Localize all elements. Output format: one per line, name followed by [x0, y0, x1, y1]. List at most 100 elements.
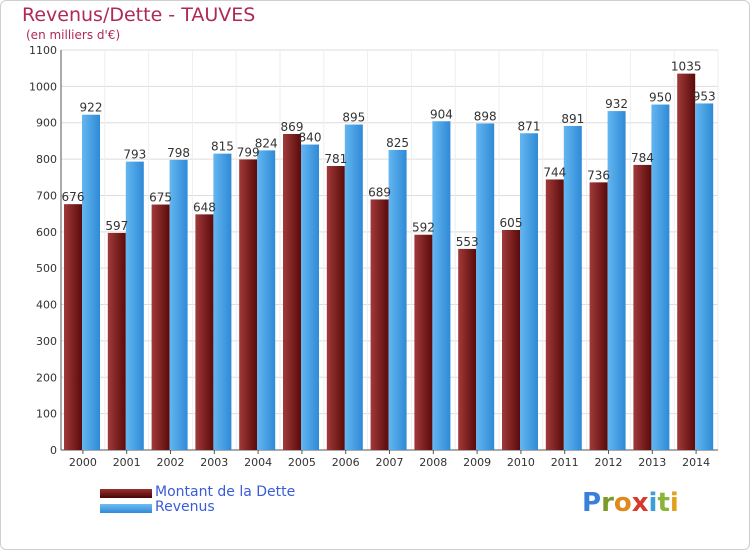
bar-dette [545, 179, 564, 451]
x-tick-label: 2000 [69, 456, 97, 469]
bar-dette [458, 248, 477, 450]
bar-revenus [257, 150, 276, 450]
data-label-revenus: 953 [693, 89, 716, 103]
proxiti-logo: Proxiti [582, 488, 679, 518]
bar-revenus [695, 103, 714, 451]
bar-dette [370, 199, 389, 450]
data-label-revenus: 891 [561, 112, 584, 126]
y-tick-label: 200 [36, 371, 57, 384]
y-tick-label: 400 [36, 299, 57, 312]
y-tick-label: 600 [36, 226, 57, 239]
data-label-revenus: 932 [605, 97, 628, 111]
x-tick-label: 2011 [551, 456, 579, 469]
data-label-dette: 597 [105, 219, 128, 233]
x-tick-label: 2009 [463, 456, 491, 469]
bar-dette [677, 73, 696, 451]
data-label-dette: 592 [412, 221, 435, 235]
legend-label-revenus: Revenus [155, 499, 215, 515]
x-tick-label: 2001 [113, 456, 141, 469]
logo-letter: t [657, 488, 670, 518]
x-tick-label: 2014 [682, 456, 710, 469]
bar-revenus [563, 126, 582, 450]
x-tick-label: 2013 [638, 456, 666, 469]
x-tick-label: 2006 [332, 456, 360, 469]
bar-revenus [388, 150, 407, 450]
x-tick-label: 2007 [376, 456, 404, 469]
y-tick-label: 1100 [29, 44, 57, 57]
data-label-dette: 869 [281, 120, 304, 134]
bar-dette [414, 234, 433, 450]
x-tick-label: 2012 [595, 456, 623, 469]
data-label-dette: 736 [587, 168, 610, 182]
data-label-revenus: 793 [123, 148, 146, 162]
bar-dette [283, 134, 301, 450]
data-label-revenus: 871 [518, 119, 541, 133]
y-tick-label: 700 [36, 189, 57, 202]
logo-letter: i [648, 488, 658, 518]
legend-label-dette: Montant de la Dette [155, 484, 296, 500]
data-label-dette: 605 [500, 216, 523, 230]
chart-subtitle: (en milliers d'€) [26, 28, 121, 42]
bar-dette [195, 214, 214, 450]
y-tick-label: 500 [36, 262, 57, 275]
bar-revenus [301, 144, 319, 450]
data-label-revenus: 824 [255, 136, 278, 150]
data-label-dette: 799 [237, 145, 260, 159]
logo-letter: P [582, 488, 602, 518]
x-tick-label: 2004 [244, 456, 272, 469]
data-label-revenus: 840 [299, 131, 322, 145]
bar-dette [589, 182, 608, 450]
x-tick-label: 2010 [507, 456, 535, 469]
data-label-dette: 675 [149, 191, 172, 205]
data-label-revenus: 798 [167, 146, 190, 160]
bar-revenus [651, 104, 670, 450]
bar-dette [107, 232, 126, 450]
y-tick-label: 1000 [29, 80, 57, 93]
bar-dette [326, 166, 345, 450]
bar-dette [64, 204, 82, 450]
bar-dette [151, 204, 170, 450]
legend-swatch-revenus [100, 504, 152, 513]
y-tick-label: 800 [36, 153, 57, 166]
data-label-revenus: 825 [386, 136, 409, 150]
data-label-revenus: 922 [80, 101, 103, 115]
x-tick-label: 2008 [419, 456, 447, 469]
bar-dette [239, 159, 258, 451]
data-label-dette: 553 [456, 235, 479, 249]
data-label-revenus: 895 [342, 111, 365, 125]
chart-title: Revenus/Dette - TAUVES [22, 4, 256, 26]
bar-revenus [344, 124, 363, 450]
x-tick-label: 2005 [288, 456, 316, 469]
data-label-revenus: 950 [649, 91, 672, 105]
bar-dette [502, 230, 520, 450]
data-label-dette: 784 [631, 151, 654, 165]
data-label-dette: 1035 [671, 60, 702, 74]
data-label-revenus: 898 [474, 109, 497, 123]
bar-revenus [82, 114, 100, 451]
y-tick-label: 100 [36, 408, 57, 421]
data-label-dette: 676 [62, 190, 85, 204]
bar-revenus [520, 133, 538, 451]
legend-swatch-dette [100, 489, 152, 498]
data-label-dette: 781 [324, 152, 347, 166]
y-tick-label: 0 [50, 444, 57, 457]
bar-revenus [213, 153, 232, 451]
bar-revenus [607, 111, 626, 450]
logo-letter: i [669, 488, 679, 518]
y-tick-label: 900 [36, 117, 57, 130]
x-tick-label: 2003 [200, 456, 228, 469]
bar-dette [633, 164, 652, 450]
logo-letter: r [601, 488, 614, 518]
x-tick-label: 2002 [157, 456, 185, 469]
logo-letter: x [631, 488, 649, 518]
bar-revenus [432, 121, 451, 450]
data-label-revenus: 904 [430, 107, 453, 121]
y-tick-label: 300 [36, 335, 57, 348]
logo-letter: o [613, 488, 632, 518]
data-label-dette: 648 [193, 200, 216, 214]
bar-revenus [125, 161, 144, 451]
data-label-dette: 744 [543, 165, 566, 179]
data-label-dette: 689 [368, 185, 391, 199]
data-label-revenus: 815 [211, 140, 234, 154]
bar-revenus [169, 159, 188, 450]
